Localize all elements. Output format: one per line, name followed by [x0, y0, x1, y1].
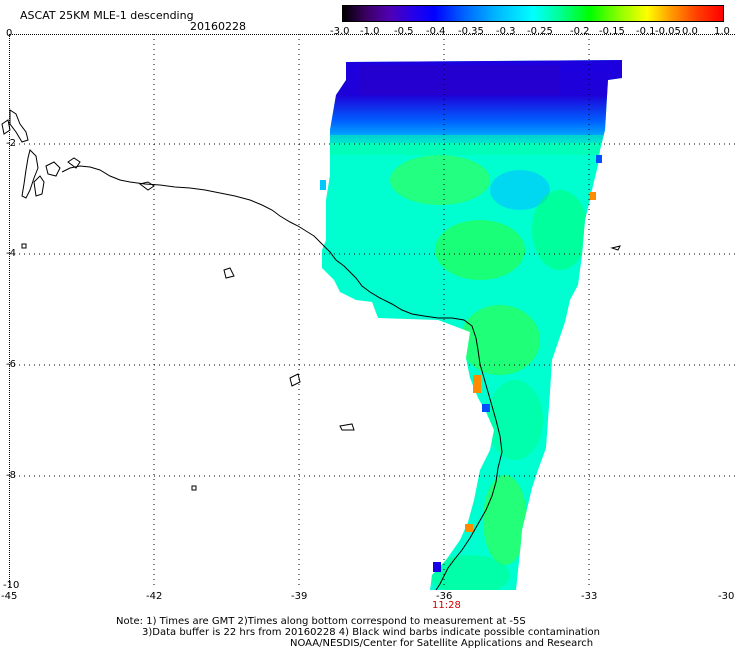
colorbar-label: -0.1 — [636, 26, 656, 37]
colorbar-label: -0.4 — [426, 26, 446, 37]
x-axis-label: -33 — [581, 591, 598, 602]
colorbar-label: -0.2 — [570, 26, 590, 37]
x-axis-label: -42 — [146, 591, 163, 602]
y-axis-label: -10 — [3, 580, 20, 591]
time-label: 11:28 — [432, 600, 461, 611]
data-pixel — [320, 180, 326, 190]
colorbar — [342, 5, 724, 22]
note-line-3: NOAA/NESDIS/Center for Satellite Applica… — [290, 638, 594, 649]
note-line-2: 3)Data buffer is 22 hrs from 20160228 4)… — [142, 627, 600, 638]
colorbar-label: -0.05 — [655, 26, 681, 37]
x-axis-label: -36 — [436, 591, 453, 602]
colorbar-label: 1.0 — [714, 26, 730, 37]
data-pixel — [473, 375, 481, 393]
data-pixel — [482, 404, 490, 412]
colorbar-label: -0.35 — [458, 26, 484, 37]
map-date: 20160228 — [190, 20, 246, 33]
plot-frame — [9, 34, 735, 587]
data-pixel — [465, 524, 473, 532]
map-title: ASCAT 25KM MLE-1 descending — [20, 9, 194, 22]
data-pixel — [433, 562, 441, 572]
y-axis-label: -6 — [6, 359, 16, 370]
colorbar-label: -0.3 — [496, 26, 516, 37]
colorbar-labels: -3.0 -1.0 -0.5 -0.4 -0.35 -0.3 -0.25 -0.… — [330, 26, 734, 38]
x-axis-label: -30 — [718, 591, 735, 602]
note-line-1: Note: 1) Times are GMT 2)Times along bot… — [116, 616, 526, 627]
data-pixel — [596, 155, 602, 163]
colorbar-label: 0.0 — [682, 26, 698, 37]
data-pixel — [590, 192, 596, 200]
colorbar-label: -0.5 — [394, 26, 414, 37]
y-axis-label: -4 — [6, 248, 16, 259]
x-axis-label: -45 — [1, 591, 18, 602]
coastline — [1, 109, 621, 591]
colorbar-label: -3.0 — [330, 26, 350, 37]
colorbar-label: -0.25 — [527, 26, 553, 37]
colorbar-label: -0.15 — [599, 26, 625, 37]
y-axis-label: -8 — [6, 470, 16, 481]
colorbar-label: -1.0 — [360, 26, 380, 37]
graticule — [9, 34, 735, 587]
y-axis-label: 0 — [6, 28, 13, 39]
y-axis-label: -2 — [6, 138, 16, 149]
x-axis-label: -39 — [291, 591, 308, 602]
